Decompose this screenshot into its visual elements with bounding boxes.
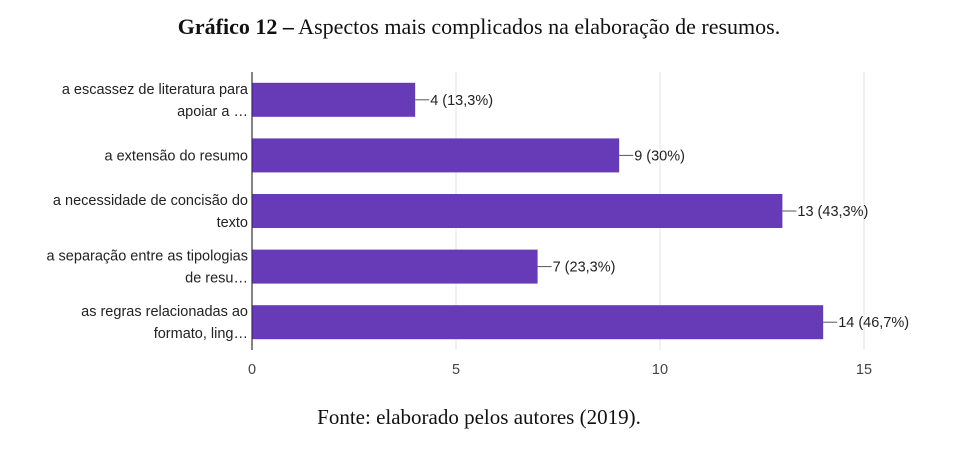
bar — [252, 194, 783, 228]
category-label: a necessidade de concisão do — [53, 193, 248, 209]
chart-source: Fonte: elaborado pelos autores (2019). — [317, 405, 641, 429]
bar — [252, 249, 538, 284]
bar — [252, 138, 620, 173]
data-label: 13 (43,3%) — [797, 204, 868, 220]
x-tick-label: 15 — [856, 362, 872, 378]
category-label: a escassez de literatura para — [62, 82, 249, 98]
x-tick-label: 0 — [248, 362, 256, 378]
data-label: 7 (23,3%) — [553, 260, 616, 276]
category-label: apoiar a … — [177, 104, 248, 120]
x-tick-label: 5 — [452, 362, 460, 378]
category-label: formato, ling… — [154, 326, 248, 342]
chart-title-bold: Gráfico 12 – — [177, 14, 294, 39]
bar — [252, 305, 824, 340]
data-label: 14 (46,7%) — [838, 315, 909, 331]
data-label: 9 (30%) — [634, 148, 685, 164]
chart-title: Gráfico 12 – Aspectos mais complicados n… — [0, 14, 958, 40]
category-label: texto — [217, 215, 248, 231]
chart-title-text: Aspectos mais complicados na elaboração … — [293, 14, 781, 39]
category-label: a extensão do resumo — [105, 148, 248, 164]
category-label: a separação entre as tipologias — [46, 249, 248, 265]
x-tick-label: 10 — [652, 362, 668, 378]
category-label: as regras relacionadas ao — [81, 304, 248, 320]
data-label: 4 (13,3%) — [430, 93, 493, 109]
category-label: de resu… — [185, 271, 248, 287]
bar — [252, 82, 416, 117]
